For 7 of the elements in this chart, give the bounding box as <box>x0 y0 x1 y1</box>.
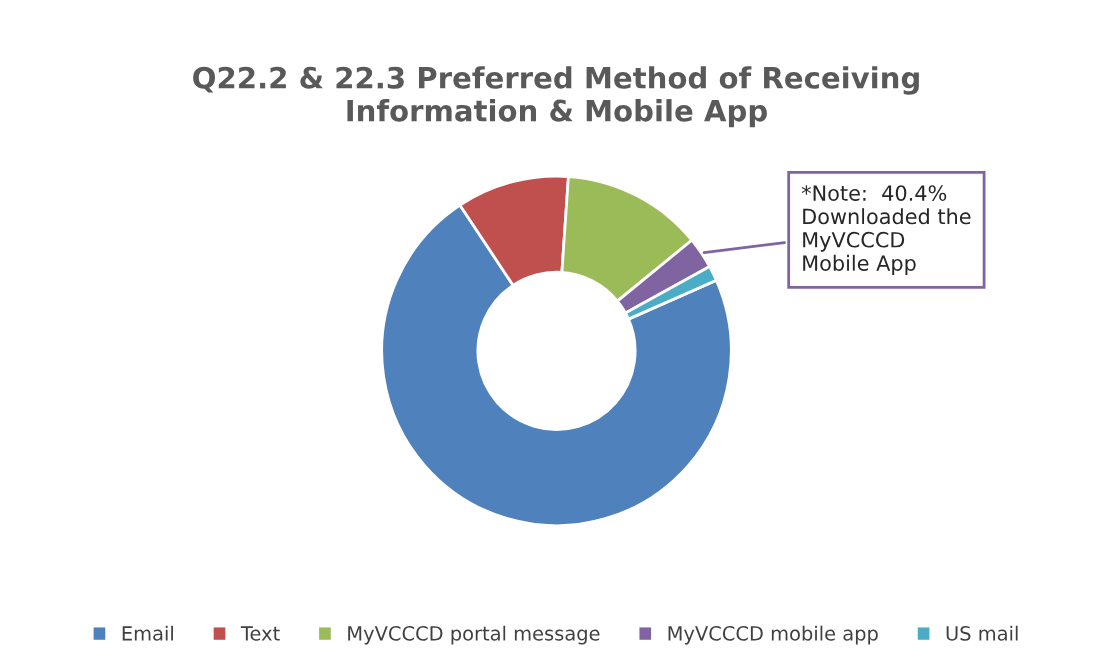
legend-label: US mail <box>946 625 1018 641</box>
legend-label: Text <box>240 626 280 641</box>
chart-title: Q22.2 & 22.3 Preferred Method of Receiving Information & Mobile App <box>193 66 919 128</box>
legend-label: MyVCCCD mobile app <box>668 625 878 645</box>
legend-label: MyVCCCD portal message <box>348 625 600 645</box>
text: *Note: 40.4% Downloaded the MyVCCCD Mobile App <box>801 185 971 275</box>
legend-label: Email <box>122 625 173 641</box>
